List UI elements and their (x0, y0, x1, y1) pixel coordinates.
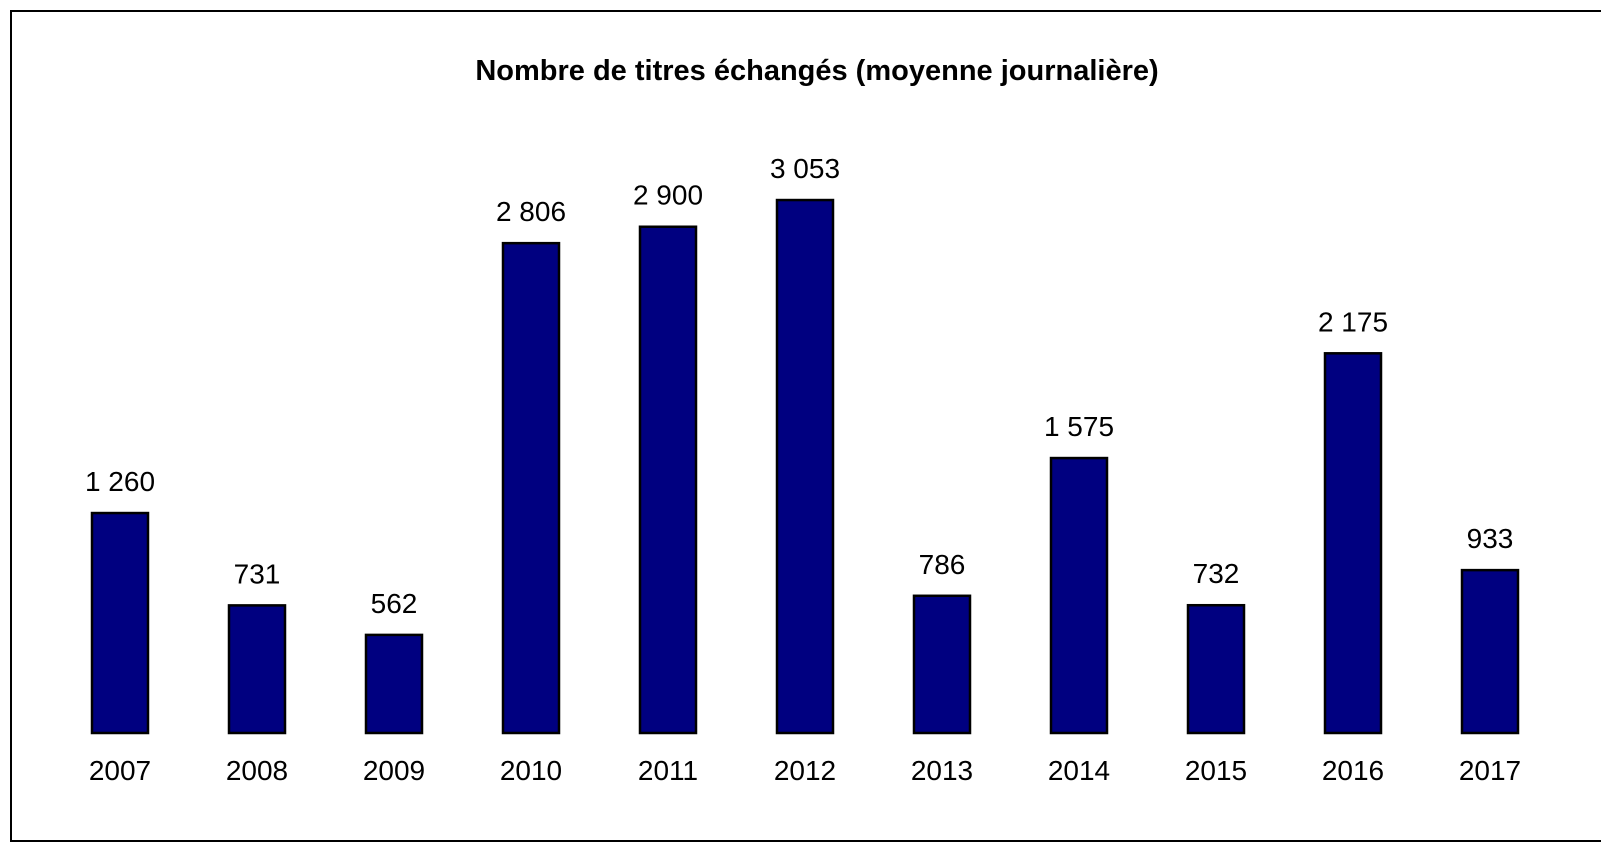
bar (1323, 352, 1383, 735)
data-label: 2 175 (1318, 306, 1388, 337)
bar (501, 241, 561, 735)
x-tick-label: 2016 (1322, 755, 1384, 786)
x-tick-label: 2014 (1048, 755, 1110, 786)
bar (638, 225, 698, 735)
data-label: 2 806 (496, 196, 566, 227)
data-label: 1 575 (1044, 411, 1114, 442)
x-tick-label: 2013 (911, 755, 973, 786)
x-tick-label: 2012 (774, 755, 836, 786)
data-label: 732 (1193, 558, 1240, 589)
x-tick-label: 2010 (500, 755, 562, 786)
x-tick-label: 2017 (1459, 755, 1521, 786)
data-label: 3 053 (770, 153, 840, 184)
data-label: 1 260 (85, 466, 155, 497)
bar (227, 604, 287, 735)
bar (1049, 456, 1109, 735)
bar (364, 633, 424, 735)
x-tick-label: 2008 (226, 755, 288, 786)
x-tick-label: 2015 (1185, 755, 1247, 786)
chart-title: Nombre de titres échangés (moyenne journ… (475, 55, 1158, 87)
bar (1460, 568, 1520, 735)
bar (912, 594, 972, 735)
bar (775, 198, 835, 735)
data-label: 933 (1467, 523, 1514, 554)
x-tick-label: 2011 (638, 755, 698, 786)
bar (1186, 603, 1246, 735)
x-tick-label: 2007 (89, 755, 151, 786)
chart-frame (10, 10, 1601, 842)
data-label: 2 900 (633, 180, 703, 211)
x-tick-label: 2009 (363, 755, 425, 786)
data-label: 786 (919, 549, 966, 580)
data-label: 562 (371, 588, 418, 619)
data-label: 731 (234, 558, 281, 589)
bar (90, 511, 150, 735)
